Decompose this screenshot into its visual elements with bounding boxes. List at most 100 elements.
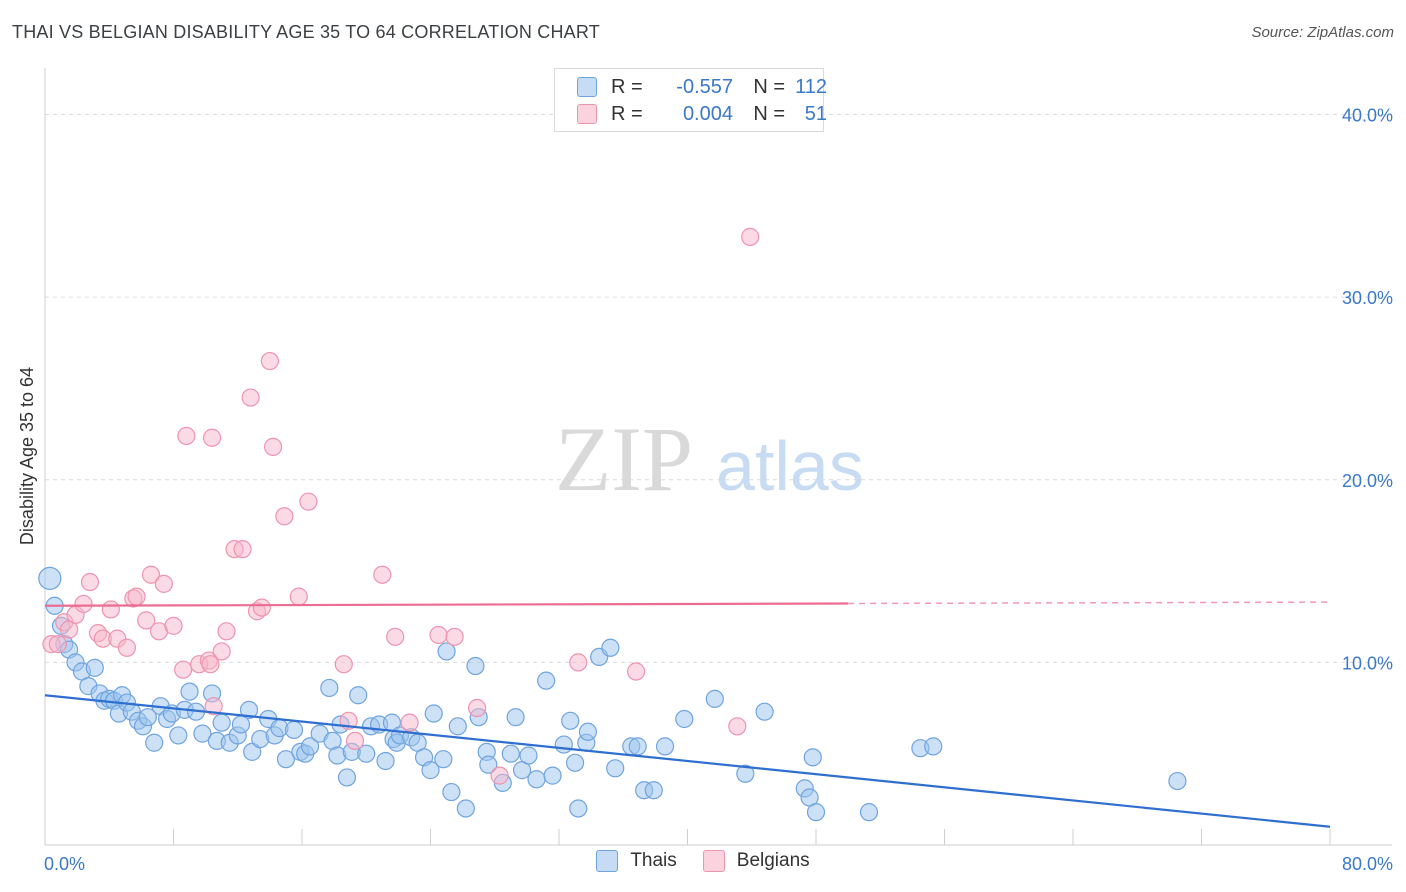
- legend-r-value: -0.557: [676, 75, 733, 98]
- point-thais: [85, 658, 104, 677]
- point-belgians: [217, 622, 236, 641]
- point-thais: [284, 720, 304, 740]
- chart-source: Source: ZipAtlas.com: [1251, 24, 1394, 41]
- point-belgians: [137, 611, 156, 630]
- watermark-zip: ZIP: [555, 408, 693, 510]
- legend-n-label: N =: [753, 102, 785, 125]
- x-tick-label: 80.0%: [1342, 854, 1393, 874]
- point-belgians: [127, 587, 146, 606]
- x-tick-label: 0.0%: [44, 854, 85, 874]
- point-belgians: [626, 662, 646, 681]
- point-thais: [38, 566, 62, 590]
- y-tick-label: 30.0%: [1342, 288, 1393, 308]
- point-thais: [506, 708, 525, 727]
- point-thais: [320, 678, 339, 698]
- point-thais: [628, 737, 647, 756]
- trend-line-belgians: [44, 602, 849, 607]
- point-thais: [180, 682, 199, 701]
- point-thais: [569, 799, 588, 818]
- point-belgians: [154, 574, 173, 593]
- point-thais: [736, 764, 755, 783]
- point-belgians: [386, 627, 405, 646]
- point-thais: [243, 742, 262, 761]
- chart-title: THAI VS BELGIAN DISABILITY AGE 35 TO 64 …: [12, 22, 600, 42]
- point-belgians: [101, 600, 120, 619]
- point-thais: [145, 733, 164, 752]
- point-thais: [578, 722, 598, 741]
- point-thais: [705, 689, 724, 709]
- point-thais: [501, 744, 520, 763]
- y-tick-label: 40.0%: [1342, 106, 1393, 126]
- legend-row-belgians: R = 0.004 N = 51: [577, 101, 827, 127]
- point-belgians: [263, 437, 283, 456]
- point-belgians: [177, 426, 196, 446]
- point-thais: [561, 711, 580, 730]
- legend-label-belgians: Belgians: [736, 850, 810, 871]
- point-belgians: [233, 540, 252, 559]
- point-thais: [1168, 771, 1187, 791]
- point-belgians: [174, 660, 193, 679]
- legend-swatch-thais: [577, 77, 597, 97]
- trend-line-thais: [44, 694, 1331, 828]
- point-thais: [601, 638, 620, 657]
- point-thais: [479, 755, 498, 774]
- legend-swatch-thais: [596, 850, 619, 872]
- legend-swatch-belgians: [702, 850, 725, 872]
- point-belgians: [299, 492, 318, 511]
- point-belgians: [201, 655, 220, 674]
- point-belgians: [141, 565, 161, 584]
- legend-r-label: R =: [611, 75, 643, 98]
- point-thais: [193, 724, 212, 743]
- point-belgians: [345, 731, 365, 751]
- watermark-atlas: atlas: [716, 427, 864, 505]
- point-thais: [239, 700, 259, 719]
- point-thais: [806, 803, 826, 822]
- y-axis-label: Disability Age 35 to 64: [17, 367, 37, 545]
- point-thais: [554, 735, 573, 754]
- point-thais: [519, 746, 538, 765]
- y-tick-label: 20.0%: [1342, 471, 1393, 491]
- y-tick-label: 10.0%: [1342, 653, 1393, 673]
- point-thais: [755, 702, 774, 721]
- stats-legend: R = -0.557 N = 112 R = 0.004 N = 51: [554, 68, 827, 132]
- legend-n-label: N =: [753, 75, 785, 98]
- legend-swatch-belgians: [577, 104, 597, 124]
- point-belgians: [260, 351, 279, 371]
- point-belgians: [445, 627, 464, 646]
- point-belgians: [241, 388, 260, 407]
- point-belgians: [117, 638, 137, 657]
- point-belgians: [202, 428, 222, 447]
- point-thais: [543, 766, 562, 785]
- point-belgians: [289, 587, 308, 606]
- point-thais: [675, 709, 694, 729]
- axes: [44, 68, 1392, 846]
- gridlines: [45, 114, 1392, 663]
- point-thais: [644, 781, 663, 800]
- legend-item-belgians[interactable]: Belgians: [702, 850, 810, 872]
- point-belgians: [204, 697, 223, 716]
- legend-item-thais[interactable]: Thais: [596, 850, 677, 872]
- point-thais: [349, 686, 368, 705]
- point-thais: [421, 761, 440, 780]
- point-thais: [924, 737, 943, 756]
- point-thais: [434, 750, 453, 769]
- point-belgians: [48, 635, 67, 654]
- point-belgians: [275, 507, 294, 526]
- trend-line-extension-belgians: [848, 601, 1331, 605]
- point-belgians: [569, 653, 588, 672]
- point-thais: [565, 753, 585, 772]
- trend-lines: [44, 601, 1331, 828]
- point-thais: [276, 750, 296, 769]
- point-thais: [527, 770, 546, 789]
- point-belgians: [467, 698, 487, 718]
- point-belgians: [728, 717, 747, 736]
- legend-row-thais: R = -0.557 N = 112: [577, 74, 827, 100]
- point-belgians: [400, 713, 419, 732]
- legend-r-label: R =: [611, 102, 643, 125]
- legend-n-value: 51: [804, 102, 827, 125]
- watermark: ZIP atlas: [555, 408, 864, 510]
- point-thais: [376, 751, 395, 771]
- point-thais: [357, 744, 376, 763]
- legend-label-thais: Thais: [630, 850, 677, 871]
